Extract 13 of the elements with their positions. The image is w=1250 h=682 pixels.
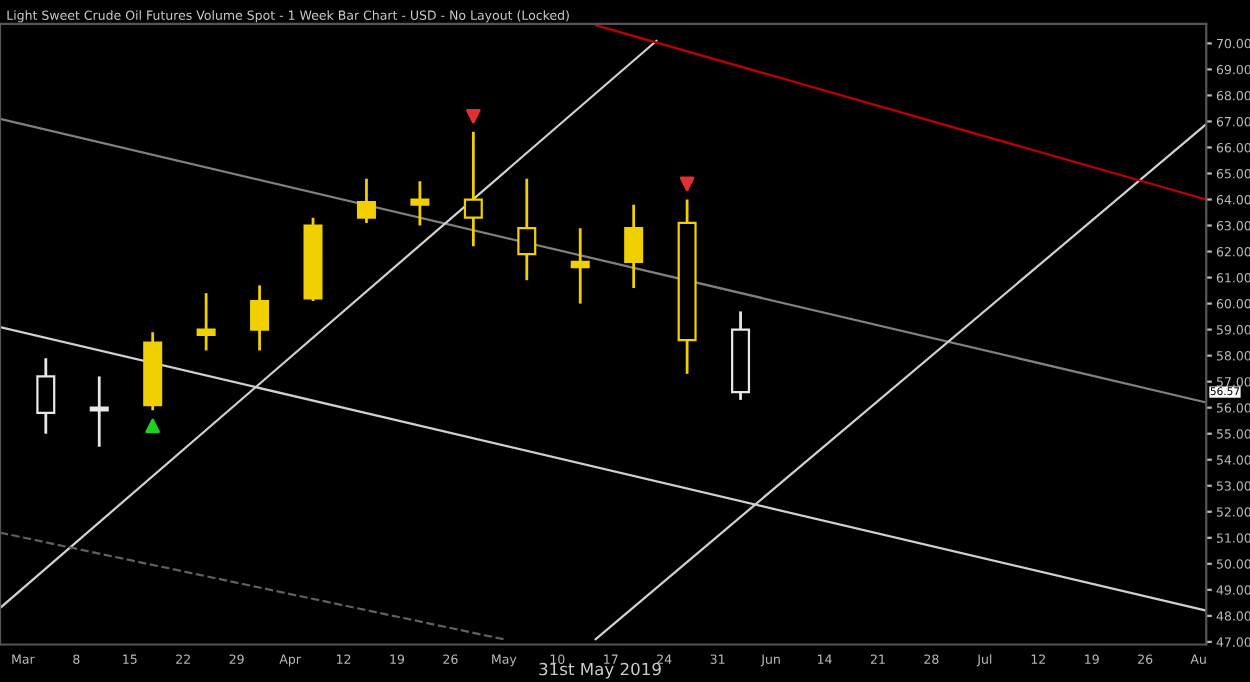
candlestick <box>624 203 644 290</box>
text: 31st May 2019 <box>539 662 661 679</box>
point <box>145 418 160 434</box>
point <box>466 108 481 124</box>
candlestick <box>196 291 216 352</box>
candlestick <box>356 177 376 225</box>
candlestick <box>250 284 270 352</box>
candlestick <box>36 356 56 436</box>
candlestick <box>410 179 430 227</box>
candlestick <box>570 226 590 305</box>
candlestick <box>463 130 483 248</box>
candlestick <box>517 177 537 282</box>
point <box>679 176 695 192</box>
